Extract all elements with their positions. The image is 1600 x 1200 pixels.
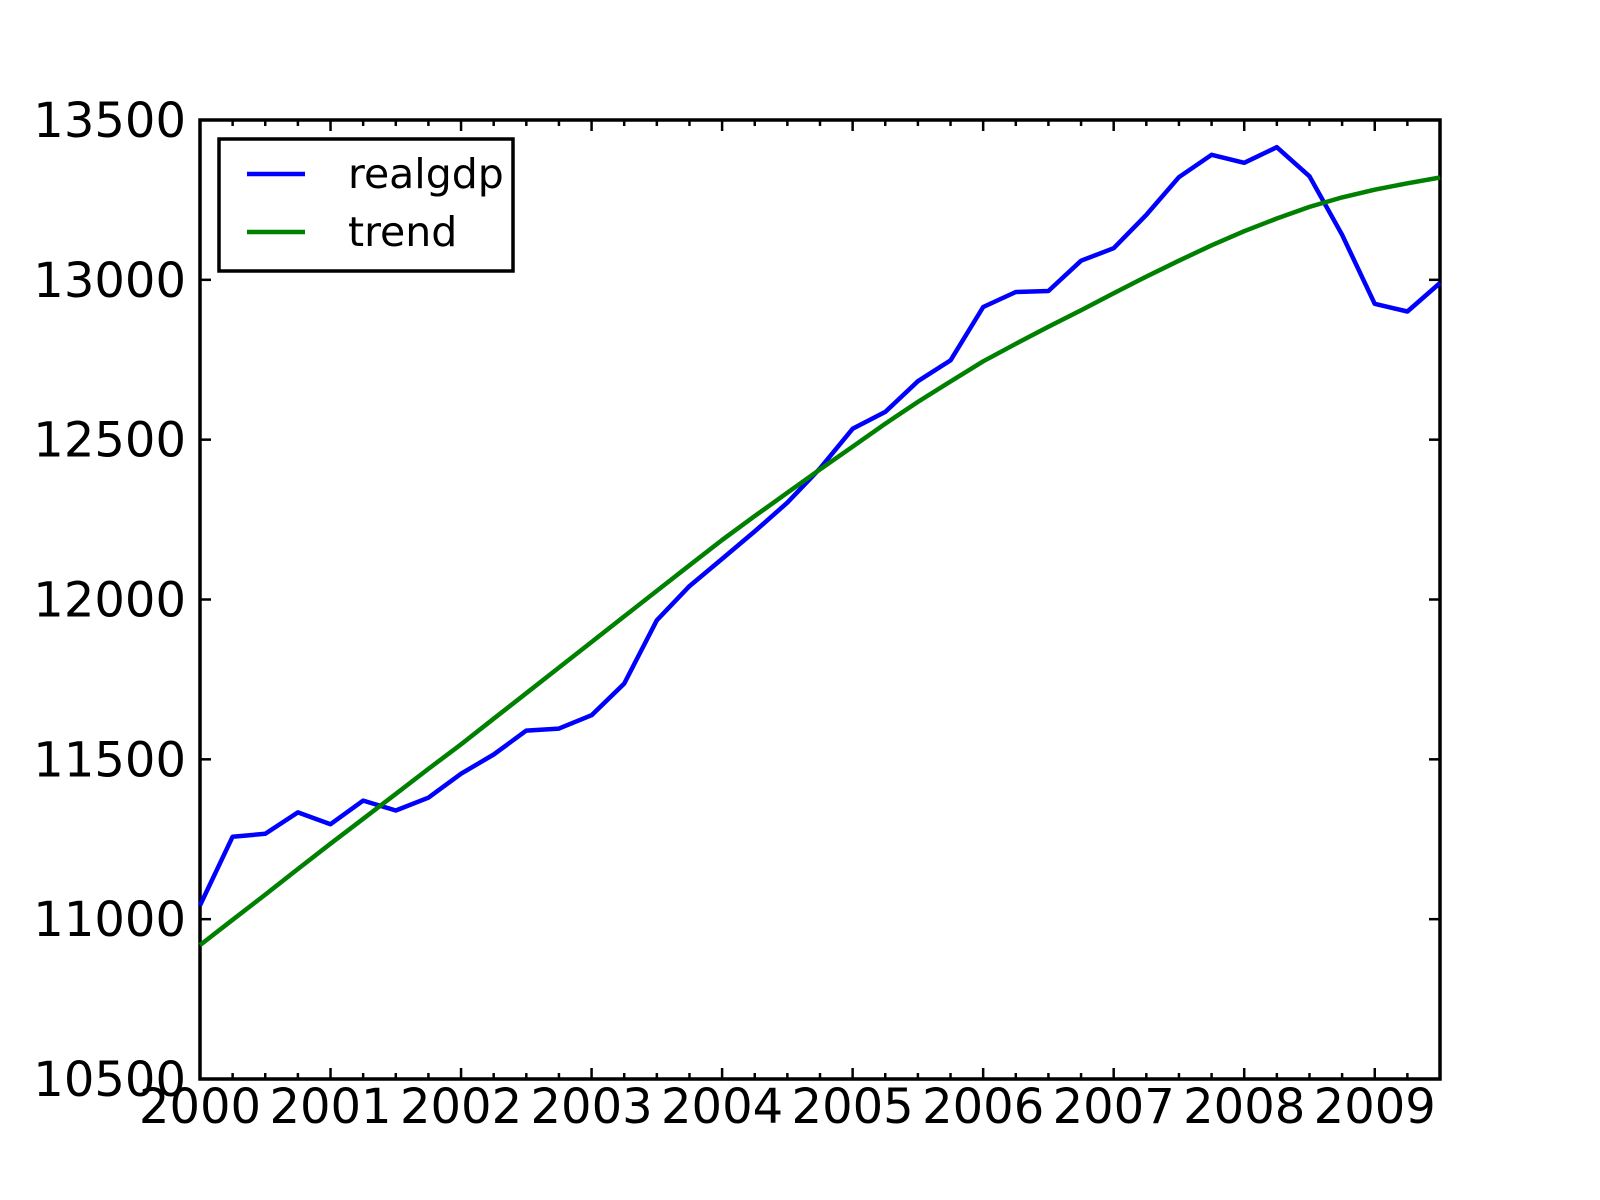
x-tick-label: 2008 — [1183, 1079, 1305, 1135]
x-tick-label: 2009 — [1314, 1079, 1436, 1135]
legend-box — [217, 137, 515, 273]
x-tick-label: 2004 — [661, 1079, 783, 1135]
y-tick-label: 13000 — [33, 253, 186, 309]
y-axis-tick-labels: 10500 11000 11500 12000 12500 13000 13500 — [33, 93, 186, 1108]
y-tick-label: 12000 — [33, 573, 186, 629]
x-tick-label: 2003 — [531, 1079, 653, 1135]
legend: realgdp trend — [217, 137, 515, 273]
y-tick-label: 11000 — [33, 892, 186, 948]
legend-label-trend: trend — [348, 208, 457, 256]
x-tick-label: 2007 — [1053, 1079, 1175, 1135]
axis-ticks — [198, 118, 1442, 1081]
legend-entry-trend: trend — [247, 208, 457, 256]
x-tick-label: 2000 — [139, 1079, 261, 1135]
trend-line — [198, 175, 1441, 947]
y-tick-label: 13500 — [33, 93, 186, 149]
x-tick-label: 2002 — [400, 1079, 522, 1135]
y-tick-label: 11500 — [33, 732, 186, 788]
x-tick-label: 2001 — [269, 1079, 391, 1135]
y-tick-label: 10500 — [33, 1052, 186, 1108]
x-tick-label: 2006 — [922, 1079, 1044, 1135]
y-tick-label: 12500 — [33, 413, 186, 469]
x-axis-tick-labels: 2000 2001 2002 2003 2004 2005 2006 2007 2008 2009 — [139, 1079, 1436, 1135]
legend-entry-realgdp: realgdp — [247, 150, 504, 198]
data-series — [197, 144, 1442, 947]
legend-label-realgdp: realgdp — [348, 150, 504, 198]
x-tick-label: 2005 — [792, 1079, 914, 1135]
